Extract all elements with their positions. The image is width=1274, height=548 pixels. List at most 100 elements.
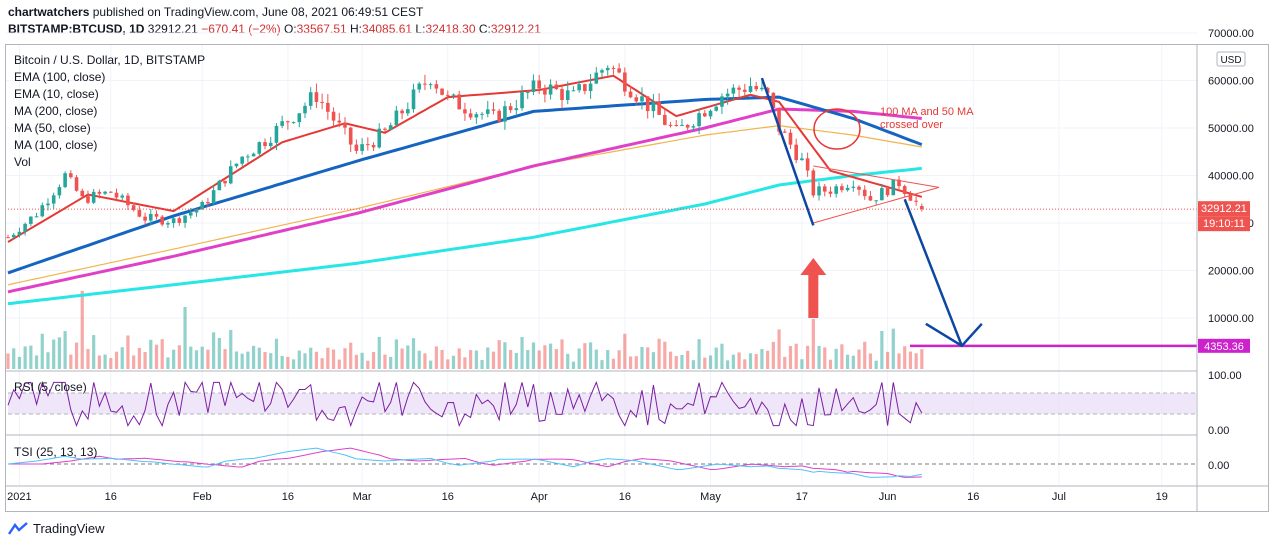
legend-ma100[interactable]: MA (100, close): [14, 138, 98, 152]
currency-badge: [1216, 51, 1246, 67]
candle-body: [314, 92, 319, 102]
line-ma-200-close: [7, 166, 922, 306]
candle-body: [171, 218, 176, 224]
candle-body: [680, 124, 684, 126]
candle-body: [445, 94, 450, 96]
volume-bar: [880, 331, 884, 369]
candle-body: [857, 186, 861, 190]
candle-body: [80, 190, 85, 197]
volume-bar: [469, 350, 473, 369]
volume-bar: [274, 338, 279, 369]
rsi-pane: [7, 380, 1196, 428]
volume-bar: [663, 341, 667, 369]
candle-body: [177, 218, 182, 223]
volume-bar: [40, 333, 44, 369]
volume-bar: [668, 351, 673, 369]
tsi-pane: [7, 447, 1196, 478]
legend-ma200[interactable]: MA (200, close): [14, 104, 98, 118]
line-ma-100-close: [7, 107, 922, 294]
volume-bar: [143, 351, 147, 369]
candle-body: [63, 173, 67, 188]
volume-bar: [794, 343, 798, 369]
candle-body: [246, 156, 250, 158]
candle-body: [668, 124, 673, 126]
candle-body: [862, 189, 867, 197]
tsi-tick-0: 0.00: [1208, 460, 1229, 472]
candle-body: [86, 196, 90, 203]
candle-body: [811, 170, 816, 196]
candle-body: [548, 84, 553, 95]
candle-body: [200, 201, 204, 210]
tsi-label[interactable]: TSI (25, 13, 13): [14, 445, 98, 459]
volume-bar: [651, 352, 656, 369]
candle-body: [920, 206, 924, 210]
volume-bar: [263, 352, 267, 369]
volume-bar: [777, 329, 781, 369]
volume-bar: [617, 350, 621, 369]
legend-ma50[interactable]: MA (50, close): [14, 121, 91, 135]
candle-body: [491, 109, 496, 111]
time-tick: 16: [967, 491, 979, 503]
time-tick: Apr: [531, 491, 548, 503]
candle-body: [297, 113, 302, 123]
volume-bar: [400, 348, 404, 369]
candle-body: [11, 234, 16, 238]
candle-body: [714, 106, 719, 111]
candle-body: [263, 142, 267, 147]
candle-body: [503, 106, 507, 122]
volume-bar: [611, 358, 616, 369]
candle-body: [257, 142, 262, 154]
candle-body: [234, 163, 239, 167]
volume-bar: [451, 355, 456, 369]
footer-brand[interactable]: TradingView: [8, 521, 105, 536]
candle-body: [525, 91, 530, 93]
publisher-name[interactable]: chartwatchers: [8, 5, 90, 19]
volume-bar: [588, 342, 593, 369]
volume-bar: [17, 356, 22, 369]
volume-bar: [491, 351, 496, 369]
volume-bar: [234, 351, 239, 369]
candle-body: [166, 223, 170, 225]
time-tick: Mar: [353, 491, 372, 503]
volume-bar: [845, 354, 850, 369]
candle-body: [840, 186, 844, 191]
rsi-label[interactable]: RSI (5, close): [14, 380, 87, 394]
volume-bar: [177, 345, 181, 369]
volume-bar: [594, 349, 598, 369]
volume-bar: [371, 352, 376, 369]
time-tick: 16: [105, 491, 117, 503]
candle-body: [697, 113, 701, 127]
volume-bar: [423, 353, 427, 369]
candle-body: [251, 153, 256, 157]
volume-bar: [834, 348, 838, 369]
volume-bar: [194, 350, 199, 369]
volume-bar: [137, 347, 141, 369]
candle-body: [97, 191, 102, 194]
volume-bar: [309, 347, 313, 369]
volume-bar: [737, 352, 741, 369]
candle-body: [331, 111, 336, 121]
volume-bar: [697, 339, 701, 369]
volume-bar: [354, 354, 359, 369]
candle-body: [520, 92, 524, 109]
low-label: L:: [415, 22, 426, 36]
candle-body: [908, 193, 913, 201]
candle-body: [103, 191, 107, 194]
volume-bar: [606, 350, 610, 369]
legend-ema100[interactable]: EMA (100, close): [14, 70, 106, 84]
candle-body: [880, 188, 884, 201]
crossover-circle: [813, 108, 861, 150]
candle-body: [474, 114, 479, 118]
countdown: 19:10:11: [1203, 218, 1245, 230]
volume-bar: [126, 335, 130, 369]
volume-bar: [434, 346, 438, 369]
legend-ema10[interactable]: EMA (10, close): [14, 87, 99, 101]
volume-bar: [314, 351, 319, 369]
candle-body: [29, 216, 33, 224]
candle-body: [463, 109, 467, 114]
legend-vol[interactable]: Vol: [14, 155, 31, 169]
volume-bar: [537, 350, 541, 369]
line-ema-100-close: [7, 124, 922, 286]
candle-body: [754, 86, 759, 90]
